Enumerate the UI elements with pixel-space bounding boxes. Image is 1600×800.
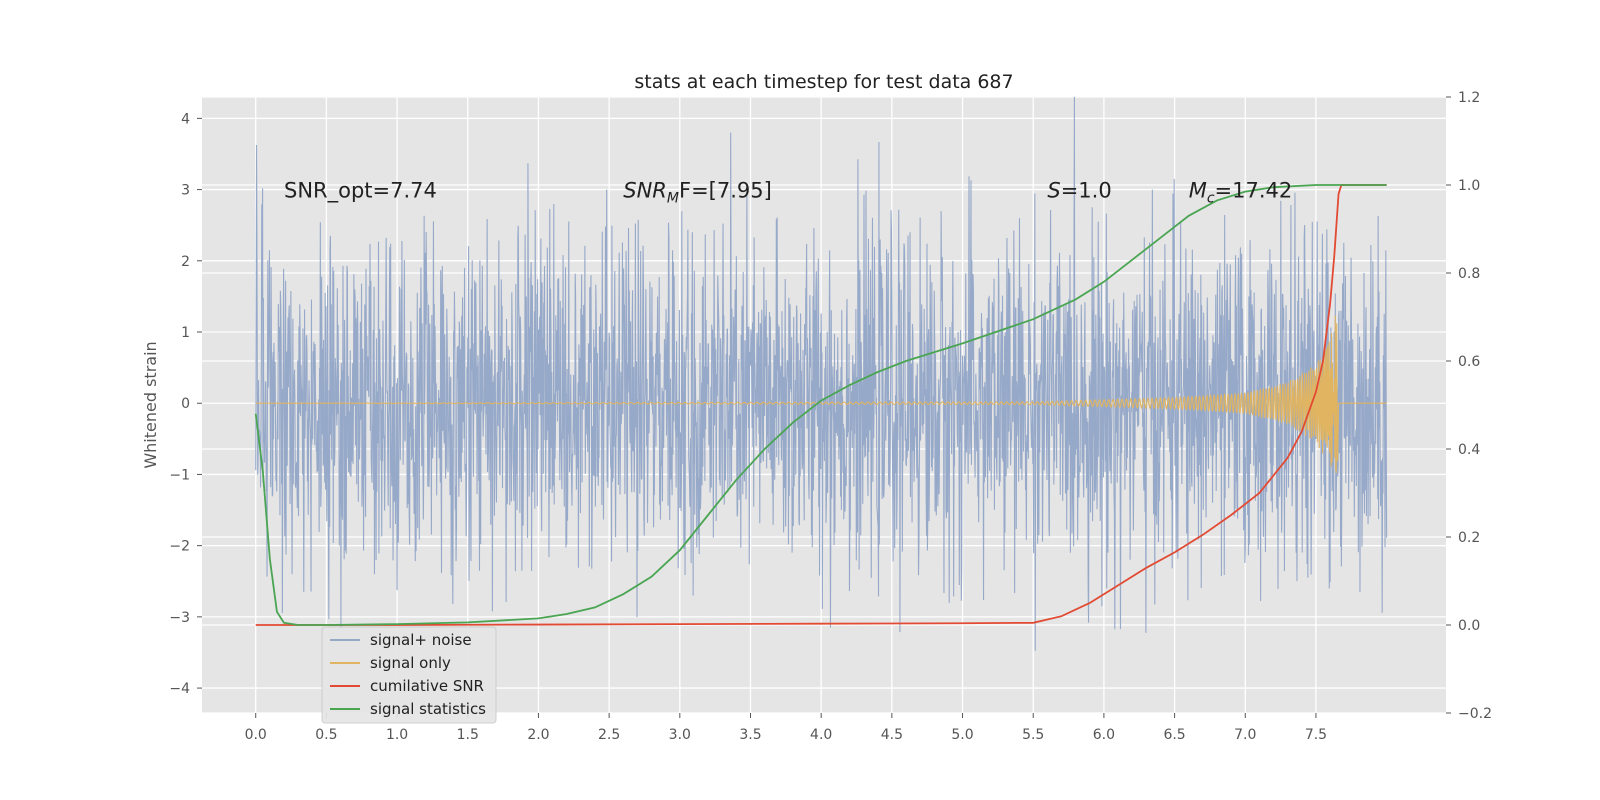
legend-entry: signal only [370, 654, 451, 672]
x-tick-label: 2.5 [598, 727, 620, 743]
chart-title: stats at each timestep for test data 687 [634, 71, 1013, 93]
y-left-tick-label: 3 [181, 183, 190, 199]
y-left-tick-label: 2 [181, 254, 190, 270]
legend: signal+ noise signal only cumilative SNR si… [321, 626, 497, 724]
legend-box [321, 626, 497, 724]
series-line-cumilative-snr [255, 184, 1387, 626]
annotation-layer: SNR_opt=7.74 SNRMF=[7.95] S=1.0 Mc=17.42 [284, 179, 1292, 207]
annotation-3: Mc=17.42 [1189, 179, 1293, 207]
series-line-signal-noise [255, 96, 1388, 651]
legend-entry: signal+ noise [370, 631, 472, 649]
y-right-tick-label: 1.0 [1458, 178, 1480, 194]
y-right-tick-label: 0.2 [1458, 530, 1480, 546]
x-tick-label: 3.0 [669, 727, 691, 743]
y-left-tick-label: 4 [181, 111, 190, 127]
x-tick-label: 1.0 [386, 727, 408, 743]
x-tick-label: 6.0 [1093, 727, 1115, 743]
series-line-signal-only [255, 315, 1387, 473]
x-tick-label: 4.5 [881, 727, 903, 743]
series-line-signal-statistics [254, 184, 1387, 626]
y-right-tick-label: 1.2 [1458, 90, 1480, 106]
x-tick-label: 6.5 [1163, 727, 1185, 743]
plot-layer [254, 96, 1388, 651]
x-tick-label: 5.5 [1022, 727, 1044, 743]
x-tick-label: 7.0 [1234, 727, 1256, 743]
y-right-tick-label: 0.6 [1458, 354, 1480, 370]
x-tick-label: 2.0 [527, 727, 549, 743]
y-left-tick-label: −2 [169, 539, 190, 555]
legend-entry: cumilative SNR [370, 677, 484, 695]
x-tick-label: 0.0 [245, 727, 267, 743]
x-tick-label: 3.5 [739, 727, 761, 743]
y-left-tick-label: −1 [169, 467, 190, 483]
annotation-0: SNR_opt=7.74 [284, 179, 437, 204]
y-left-tick-label: −4 [169, 681, 190, 697]
y-right-tick-label: 0.0 [1458, 618, 1480, 634]
x-tick-label: 4.0 [810, 727, 832, 743]
annotation-2: S=1.0 [1047, 179, 1111, 203]
x-tick-label: 7.5 [1305, 727, 1327, 743]
axis-layer: 0.0 0.5 1.0 1.5 2.0 2.5 3.0 3.5 4.0 4.5 5.0 5.5 6.0 6… [169, 90, 1492, 743]
y-right-tick-label: 0.4 [1458, 442, 1480, 458]
y-right-tick-label: 0.8 [1458, 266, 1480, 282]
legend-entry: signal statistics [370, 700, 486, 718]
x-tick-label: 5.0 [951, 727, 973, 743]
y-right-tick-label: −0.2 [1458, 706, 1492, 722]
y-left-tick-label: 0 [181, 396, 190, 412]
y-left-tick-label: 1 [181, 325, 190, 341]
x-tick-label: 0.5 [315, 727, 337, 743]
annotation-1: SNRMF=[7.95] [623, 179, 772, 207]
x-tick-label: 1.5 [457, 727, 479, 743]
y-left-tick-label: −3 [169, 610, 190, 626]
y-axis-label: Whitened strain [141, 341, 160, 468]
